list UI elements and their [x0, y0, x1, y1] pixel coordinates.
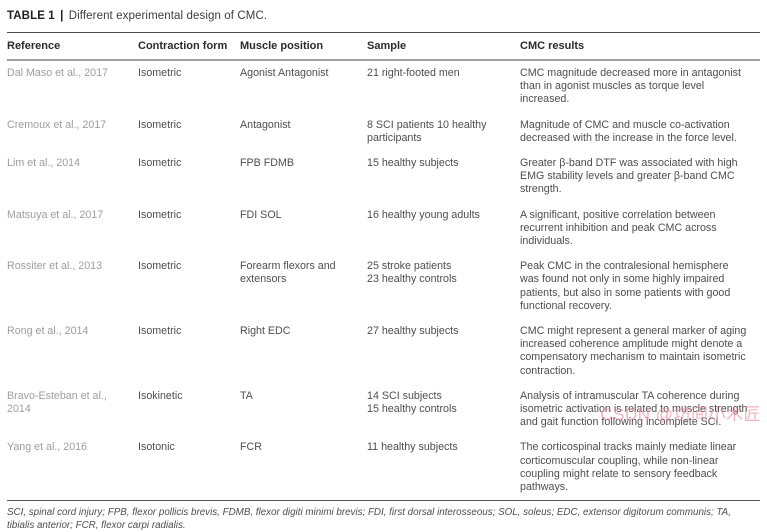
sample-cell: 25 stroke patients 23 healthy controls: [367, 260, 457, 286]
cmc-results-cell: Greater β-band DTF was associated with h…: [520, 157, 738, 196]
reference-citation-link[interactable]: Rossiter et al., 2013: [7, 260, 103, 273]
sample-cell: 15 healthy subjects: [367, 157, 459, 170]
reference-citation-link[interactable]: Lim et al., 2014: [7, 157, 81, 170]
table-row: Cremoux et al., 2017 Isometric Antagonis…: [7, 113, 760, 151]
sample-cell: 11 healthy subjects: [367, 441, 458, 454]
cmc-results-cell: Analysis of intramuscular TA coherence d…: [520, 389, 748, 429]
cmc-results-cell: The corticospinal tracks mainly mediate …: [520, 441, 737, 494]
table-caption-text: Different experimental design of CMC.: [68, 10, 268, 22]
muscle-position-cell: Agonist Antagonist: [240, 67, 329, 79]
sample-cell: 27 healthy subjects: [367, 325, 459, 338]
caption-separator: |: [60, 10, 64, 22]
reference-citation-link[interactable]: Cremoux et al., 2017: [7, 118, 107, 131]
table-row: Rong et al., 2014 Isometric Right EDC 27…: [7, 319, 760, 384]
contraction-form-cell: Isokinetic: [138, 389, 183, 402]
table-row: Rossiter et al., 2013 Isometric Forearm …: [7, 254, 760, 319]
table-row: Dal Maso et al., 2017 Isometric Agonist …: [7, 60, 760, 113]
muscle-position-cell: Right EDC: [240, 325, 291, 338]
muscle-position-cell: FCR: [240, 441, 262, 454]
muscle-position-cell: Forearm flexors and extensors: [240, 260, 336, 286]
table-header-row: Reference Contraction form Muscle positi…: [7, 32, 760, 61]
muscle-position-cell: TA: [240, 389, 253, 402]
contraction-form-cell: Isometric: [138, 67, 182, 79]
reference-citation-link[interactable]: Dal Maso et al., 2017: [7, 67, 108, 79]
column-header-contraction-form: Contraction form: [138, 32, 240, 61]
table-row: Yang et al., 2016 Isotonic FCR 11 health…: [7, 435, 760, 500]
sample-cell: 21 right-footed men: [367, 67, 460, 79]
muscle-position-cell: Antagonist: [240, 118, 291, 131]
sample-cell: 16 healthy young adults: [367, 208, 480, 221]
cmc-results-cell: CMC magnitude decreased more in antagoni…: [520, 67, 741, 106]
contraction-form-cell: Isotonic: [138, 441, 175, 454]
muscle-position-cell: FPB FDMB: [240, 157, 295, 170]
table-caption: TABLE 1 | Different experimental design …: [7, 10, 760, 22]
reference-citation-link[interactable]: Yang et al., 2016: [7, 441, 88, 454]
contraction-form-cell: Isometric: [138, 208, 182, 221]
column-header-reference: Reference: [7, 32, 138, 61]
reference-citation-link[interactable]: Rong et al., 2014: [7, 325, 89, 338]
table-row: Matsuya et al., 2017 Isometric FDI SOL 1…: [7, 203, 760, 255]
cmc-results-cell: CMC might represent a general marker of …: [520, 325, 747, 377]
reference-citation-link[interactable]: Bravo-Esteban et al., 2014: [7, 389, 107, 416]
contraction-form-cell: Isometric: [138, 260, 182, 273]
column-header-sample: Sample: [367, 32, 520, 61]
muscle-position-cell: FDI SOL: [240, 208, 282, 221]
column-header-cmc-results: CMC results: [520, 32, 760, 61]
contraction-form-cell: Isometric: [138, 157, 182, 170]
sample-cell: 14 SCI subjects 15 healthy controls: [367, 389, 457, 416]
contraction-form-cell: Isometric: [138, 118, 182, 131]
table-footnote-abbreviations: SCI, spinal cord injury; FPB, flexor pol…: [7, 507, 731, 531]
table-row: Lim et al., 2014 Isometric FPB FDMB 15 h…: [7, 151, 760, 203]
column-header-muscle-position: Muscle position: [240, 32, 367, 61]
table-row: Bravo-Esteban et al., 2014 Isokinetic TA…: [7, 384, 760, 436]
table-number: TABLE 1: [7, 10, 55, 22]
cmc-results-cell: A significant, positive correlation betw…: [520, 208, 717, 248]
contraction-form-cell: Isometric: [138, 325, 182, 338]
cmc-results-cell: Peak CMC in the contralesional hemispher…: [520, 260, 731, 312]
reference-citation-link[interactable]: Matsuya et al., 2017: [7, 208, 104, 221]
sample-cell: 8 SCI patients 10 healthy participants: [367, 118, 487, 144]
cmc-results-cell: Magnitude of CMC and muscle co-activatio…: [520, 118, 737, 144]
